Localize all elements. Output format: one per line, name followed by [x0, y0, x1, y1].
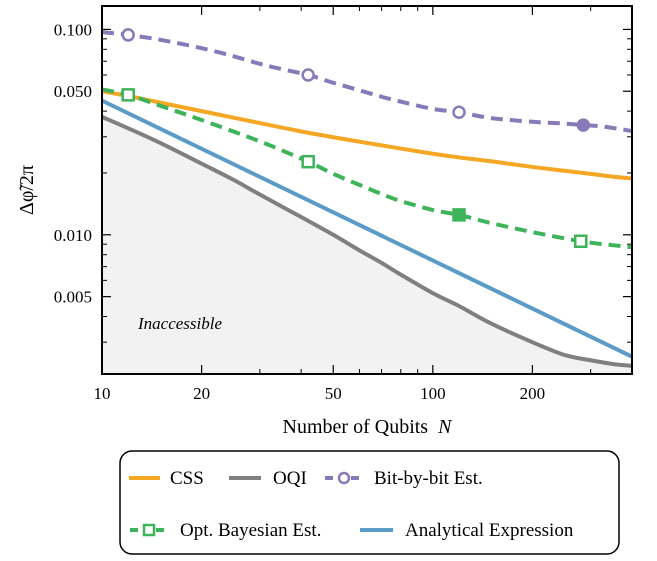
marker-bit-by-bit-est: [123, 29, 134, 40]
marker-bit-by-bit-est: [454, 107, 465, 118]
x-axis-label-text: Number of Qubits: [283, 416, 429, 438]
y-tick-label: 0.100: [54, 20, 92, 39]
marker-opt-bayesian-est: [123, 89, 134, 100]
marker-bit-by-bit-est: [578, 120, 589, 131]
legend: CSS OQI Bit-by-bit Est. Opt. Bayesian Es…: [120, 451, 619, 554]
x-tick-labels: 10 20 50 100 200: [94, 384, 546, 403]
marker-bit-by-bit-est: [303, 69, 314, 80]
marker-opt-bayesian-est: [303, 156, 314, 167]
legend-marker-opt-bayesian: [144, 525, 154, 535]
x-tick-label: 10: [94, 384, 111, 403]
legend-label-analytical: Analytical Expression: [405, 520, 574, 541]
y-tick-labels: 0.005 0.010 0.050 0.100: [54, 20, 92, 306]
legend-label-oqi: OQI: [273, 468, 307, 489]
marker-opt-bayesian-est: [454, 209, 465, 220]
legend-label-opt-bayesian: Opt. Bayesian Est.: [180, 520, 321, 541]
x-tick-label: 50: [325, 384, 342, 403]
x-tick-label: 100: [420, 384, 446, 403]
y-tick-label: 0.010: [54, 226, 92, 245]
series-bit-by-bit-est: [102, 32, 632, 131]
legend-label-bit-by-bit: Bit-by-bit Est.: [374, 468, 483, 489]
legend-label-css: CSS: [170, 468, 204, 489]
x-axis-label: Number of Qubits N: [283, 416, 454, 438]
x-tick-label: 200: [520, 384, 546, 403]
y-tick-label: 0.050: [54, 82, 92, 101]
y-axis-label: Δφ̃/2π: [16, 165, 38, 215]
x-tick-label: 20: [193, 384, 210, 403]
y-tick-label: 0.005: [54, 288, 92, 307]
inaccessible-label: Inaccessible: [137, 314, 222, 333]
x-axis-label-var: N: [437, 416, 453, 438]
legend-marker-bit-by-bit: [339, 473, 349, 483]
marker-opt-bayesian-est: [575, 236, 586, 247]
